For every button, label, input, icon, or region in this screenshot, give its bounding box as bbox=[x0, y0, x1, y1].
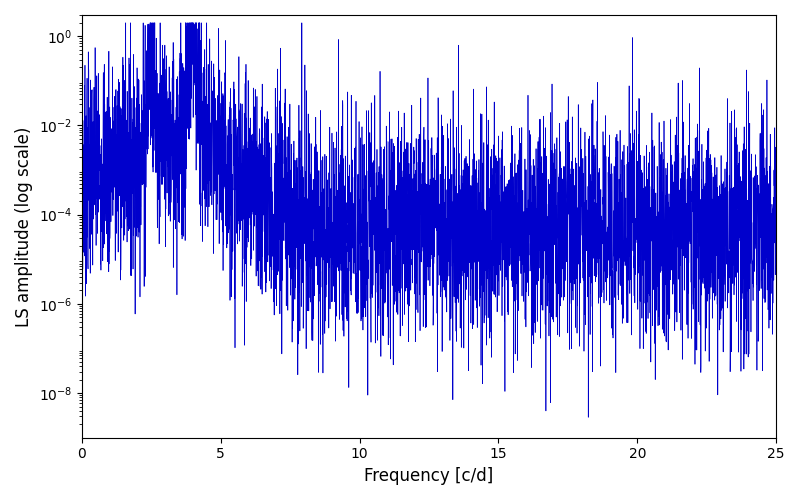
X-axis label: Frequency [c/d]: Frequency [c/d] bbox=[364, 467, 494, 485]
Y-axis label: LS amplitude (log scale): LS amplitude (log scale) bbox=[15, 126, 33, 326]
